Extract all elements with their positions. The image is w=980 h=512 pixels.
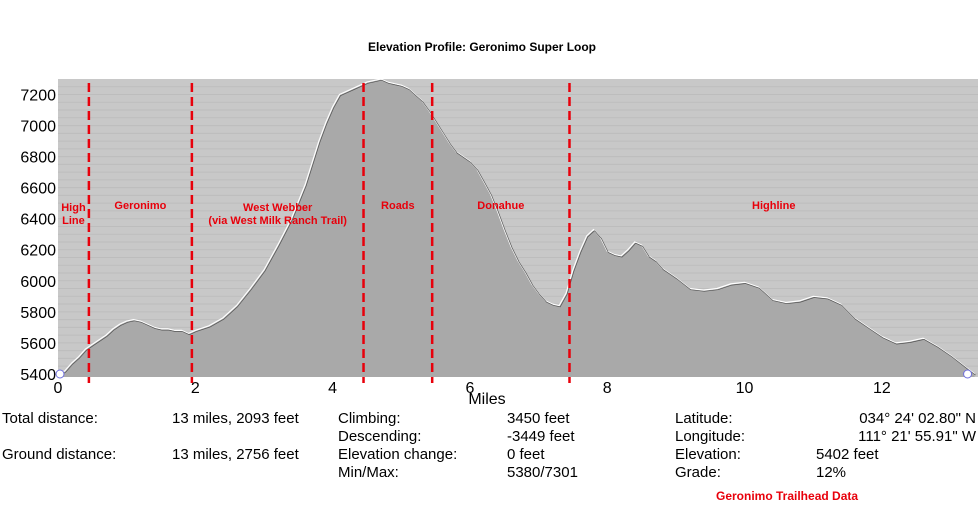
- descending-label: Descending:: [338, 428, 422, 445]
- x-tick-label: 6: [465, 380, 474, 397]
- minmax-value: 5380/7301: [507, 464, 578, 481]
- longitude-label: Longitude:: [675, 428, 746, 445]
- y-tick-label: 7200: [20, 88, 56, 105]
- segment-boundaries: [87, 83, 571, 383]
- route-endpoint-marker: [55, 369, 65, 379]
- ground-distance-value: 13 miles, 2756 feet: [172, 446, 299, 463]
- grade-label: Grade:: [675, 464, 721, 481]
- elevation-change-label: Elevation change:: [338, 446, 458, 463]
- route-endpoint-marker: [963, 369, 973, 379]
- total-distance-value: 13 miles, 2093 feet: [172, 410, 299, 427]
- segment-label: High: [61, 202, 86, 214]
- elevation-profile-chart: Elevation Profile: Geronimo Super Loop H…: [20, 40, 978, 405]
- elevation-change-value: 0 feet: [507, 446, 545, 463]
- minmax-label: Min/Max:: [338, 464, 399, 481]
- x-tick-label: 8: [603, 380, 612, 397]
- total-distance-label: Total distance:: [2, 410, 98, 427]
- segment-label: Roads: [381, 200, 415, 212]
- segment-label: Highline: [752, 200, 795, 212]
- segment-label: Line: [62, 215, 85, 227]
- x-tick-label: 12: [873, 380, 891, 397]
- segment-label: Geronimo: [114, 200, 166, 212]
- trailhead-data-note: Geronimo Trailhead Data: [716, 489, 859, 503]
- segment-label: Donahue: [477, 200, 524, 212]
- latitude-label: Latitude:: [675, 410, 733, 427]
- elevation-label: Elevation:: [675, 446, 741, 463]
- y-tick-label: 5400: [20, 367, 56, 384]
- y-tick-label: 7000: [20, 119, 56, 136]
- y-tick-label: 6600: [20, 181, 56, 198]
- y-tick-label: 5800: [20, 305, 56, 322]
- x-tick-label: 10: [736, 380, 754, 397]
- chart-title: Elevation Profile: Geronimo Super Loop: [368, 40, 596, 54]
- segment-label: West Webber: [243, 202, 313, 214]
- longitude-value: 111° 21' 55.91" W: [858, 428, 976, 445]
- climbing-label: Climbing:: [338, 410, 401, 427]
- latitude-value: 034° 24' 02.80" N: [859, 410, 976, 427]
- grade-value: 12%: [816, 464, 847, 481]
- x-tick-label: 0: [54, 380, 63, 397]
- y-axis-ticks: 5400 5600 5800 6000 6200 6400 6600 6800 7000 7200: [20, 88, 56, 384]
- y-tick-label: 6000: [20, 274, 56, 291]
- descending-value: -3449 feet: [507, 428, 575, 445]
- elevation-value: 5402 feet: [816, 446, 879, 463]
- x-axis-label: Miles: [468, 391, 505, 405]
- elevation-line-shadow: [58, 79, 976, 377]
- x-axis-ticks: 0 2 4 6 8 10 12: [54, 380, 891, 397]
- y-tick-label: 6400: [20, 212, 56, 229]
- route-endpoints: [55, 369, 973, 379]
- y-tick-label: 6200: [20, 243, 56, 260]
- x-tick-label: 4: [328, 380, 337, 397]
- ground-distance-label: Ground distance:: [2, 446, 117, 463]
- x-tick-label: 2: [191, 380, 200, 397]
- elevation-area: [58, 79, 975, 377]
- y-tick-label: 5600: [20, 336, 56, 353]
- y-tick-label: 6800: [20, 150, 56, 167]
- segment-label: (via West Milk Ranch Trail): [208, 215, 347, 227]
- climbing-value: 3450 feet: [507, 410, 570, 427]
